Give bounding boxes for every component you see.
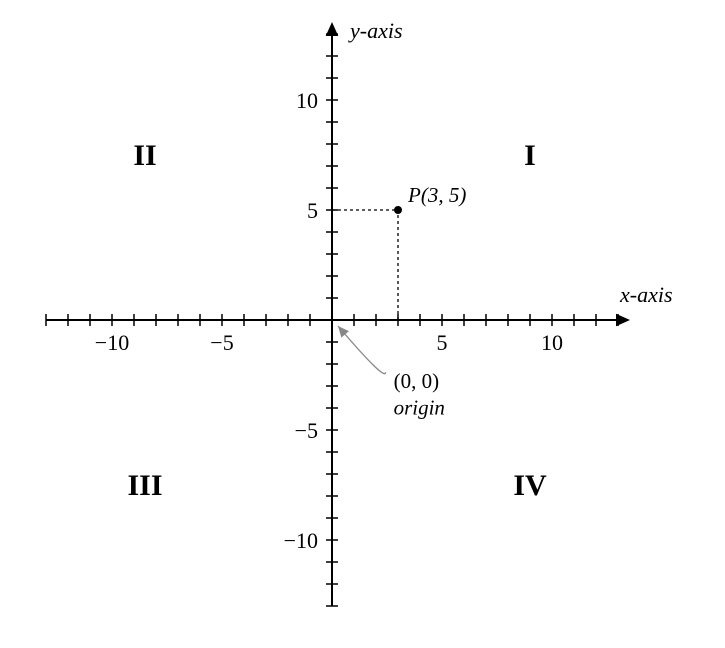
- x-tick-label: 5: [437, 330, 448, 355]
- y-tick-label: −10: [284, 528, 318, 553]
- origin-coords-label: (0, 0): [394, 369, 440, 393]
- quadrant-3-label: III: [127, 469, 162, 502]
- point-label: P(3, 5): [407, 183, 466, 207]
- x-axis-label: x-axis: [619, 282, 673, 307]
- cartesian-plane: −10−5510−10−5510x-axisy-axisIIIIIIIVP(3,…: [0, 0, 725, 648]
- y-tick-label: 5: [307, 198, 318, 223]
- y-tick-label: −5: [295, 418, 318, 443]
- x-tick-label: 10: [541, 330, 563, 355]
- x-tick-label: −10: [95, 330, 129, 355]
- x-tick-label: −5: [210, 330, 233, 355]
- quadrant-2-label: II: [133, 139, 156, 172]
- quadrant-4-label: IV: [513, 469, 547, 502]
- y-tick-label: 10: [296, 88, 318, 113]
- quadrant-1-label: I: [524, 139, 536, 172]
- y-axis-label: y-axis: [348, 18, 403, 43]
- point-marker: [394, 206, 402, 214]
- origin-word-label: origin: [394, 396, 445, 420]
